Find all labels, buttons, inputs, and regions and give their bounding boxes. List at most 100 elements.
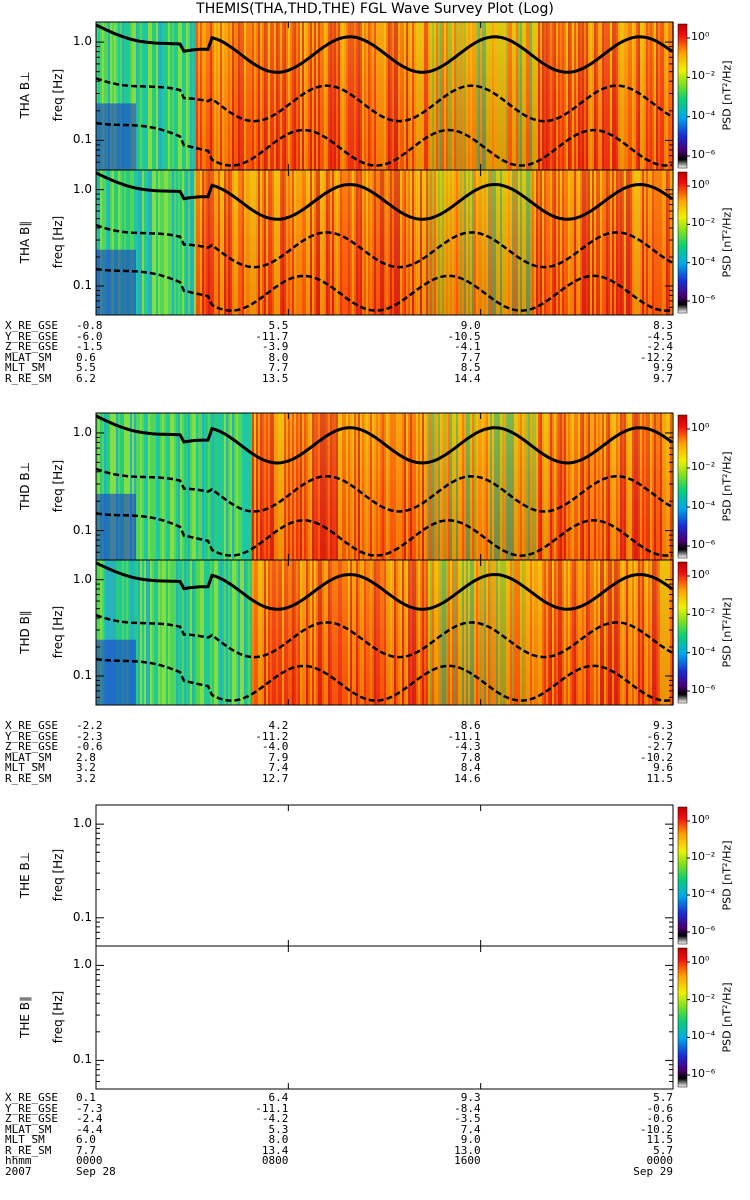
spectrogram-column [574,413,576,560]
spectrogram-column [598,413,600,560]
spectrogram-column [370,413,372,560]
spectrogram-column [232,170,234,315]
spectrogram-column [262,170,264,315]
spectrogram-column [216,22,218,170]
spectrogram-column [230,413,232,560]
spectrogram-column [486,22,488,170]
spectrogram-column [514,22,516,170]
spectrogram-column [412,170,414,315]
spectrogram-column [466,560,468,705]
spectrogram-column [430,170,432,315]
spectrogram-column [666,413,668,560]
spectrogram-column [380,413,382,560]
spectrogram-column [234,560,236,705]
spectrogram-column [436,22,438,170]
colorbar [677,414,688,559]
spectrogram-column [374,413,376,560]
spectrogram-column [406,413,408,560]
panel-yunit-label: freq [Hz] [51,605,65,658]
spectrogram-column [424,170,426,315]
spectrogram-column [178,413,180,560]
spectrogram-column [100,22,102,170]
spectrogram-column [448,413,450,560]
spectrogram-column [454,22,456,170]
spectrogram-column [138,170,140,315]
spectrogram-column [632,560,634,705]
spectrogram-column [524,170,526,315]
time-tick-label: 0800 [261,1154,289,1167]
spectrogram-column [258,22,260,170]
spectrogram-column [518,170,520,315]
spectrogram-column [98,22,100,170]
spectrogram-column [344,22,346,170]
spectrogram-column [482,170,484,315]
spectrogram-column [110,170,112,315]
spectrogram-column [548,22,550,170]
spectrogram-column [458,22,460,170]
spectrogram-column [184,560,186,705]
spectrogram-column [566,170,568,315]
spectrogram-column [230,22,232,170]
spectrogram-column [628,560,630,705]
ephemeris-label: X_RE_GSE [5,1091,58,1104]
spectrogram-column [648,170,650,315]
spectrogram-column [226,22,228,170]
spectrogram-column [666,170,668,315]
spectrogram-column [654,22,656,170]
spectrogram-column [366,560,368,705]
spectrogram-column [470,170,472,315]
spectrogram-column [448,22,450,170]
spectrogram-column [264,413,266,560]
spectrogram-column [546,560,548,705]
spectrogram-column [572,170,574,315]
spectrogram-column [142,170,144,315]
spectrogram-column [504,170,506,315]
spectrogram-column [130,560,132,705]
panel-ylabel: THA B∥ [18,220,32,263]
spectrogram-column [458,170,460,315]
spectrogram-column [406,22,408,170]
spectrogram-column [106,560,108,705]
spectrogram-column [396,413,398,560]
spectrogram-column [628,413,630,560]
spectrogram-column [516,170,518,315]
spectrogram-column [126,413,128,560]
spectrogram-column [634,560,636,705]
spectrogram-column [234,413,236,560]
spectrogram-column [630,560,632,705]
y-tick-label: 1.0 [72,957,92,972]
spectrogram-column [138,22,140,170]
spectrogram-column [280,22,282,170]
spectrogram-column [420,560,422,705]
spectrogram-column [544,22,546,170]
spectrogram-column [162,22,164,170]
spectrogram-column [404,170,406,315]
spectrogram-column [156,22,158,170]
spectrogram-column [592,560,594,705]
ephemeris-label: Y_RE_GSE [5,329,58,343]
spectrogram-column [412,413,414,560]
spectrogram-column [102,413,104,560]
spectrogram-column [310,413,312,560]
spectrogram-column [304,413,306,560]
spectrogram-column [146,22,148,170]
spectrogram-column [624,560,626,705]
spectrogram-column [358,413,360,560]
panel-the-perp [95,804,690,947]
spectrogram-column [314,560,316,705]
spectrogram-column [168,170,170,315]
spectrogram-column [648,413,650,560]
spectrogram-column [536,413,538,560]
spectrogram-column [440,560,442,705]
spectrogram-column [334,22,336,170]
spectrogram-column [634,413,636,560]
colorbar-tick-label: 10⁻⁴ [691,254,716,268]
panel-yunit-label: freq [Hz] [51,68,65,122]
spectrogram-column [582,560,584,705]
spectrogram-column [280,170,282,315]
ephemeris-value: -2.7 [646,740,674,753]
spectrogram-column [364,560,366,705]
spectrogram-column [224,560,226,705]
spectrogram-column [470,413,472,560]
spectrogram-column [494,170,496,315]
